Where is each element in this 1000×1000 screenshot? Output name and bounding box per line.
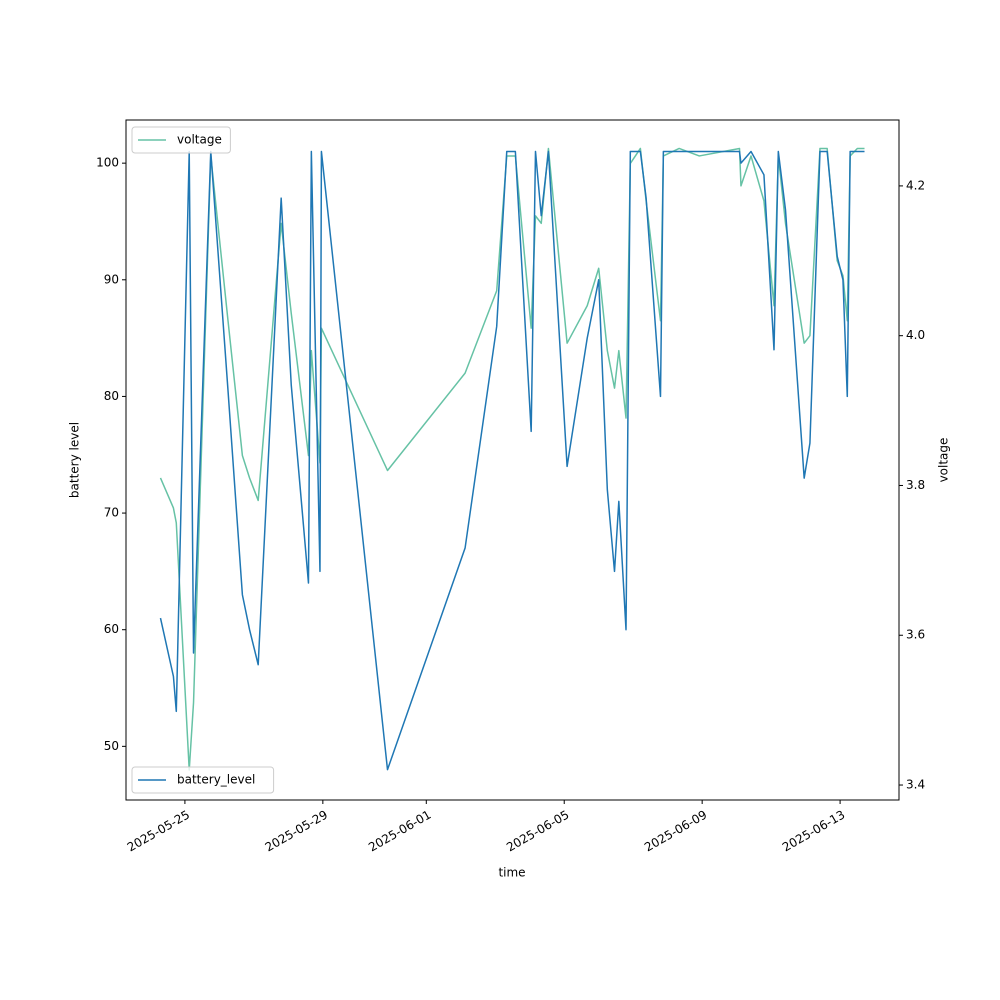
legend-box xyxy=(131,126,231,154)
legend-box xyxy=(131,766,275,794)
y-tick-label: 70 xyxy=(104,506,119,520)
y-axis-label: battery level xyxy=(68,422,82,498)
y2-tick-label: 3.4 xyxy=(906,778,925,792)
series-line xyxy=(159,147,865,771)
y-tick-label: 50 xyxy=(104,739,119,753)
y2-tick-label: 3.6 xyxy=(906,628,925,642)
plot-frame xyxy=(125,119,900,801)
y-tick-label: 90 xyxy=(104,272,119,286)
legend-label: battery_level xyxy=(177,773,255,787)
y2-tick-label: 4.2 xyxy=(906,178,925,192)
y2-axis-label: voltage xyxy=(937,438,951,483)
y2-tick-label: 3.8 xyxy=(906,478,925,492)
legend: voltage xyxy=(131,126,231,154)
legend: battery_level xyxy=(131,766,275,794)
legend-label: voltage xyxy=(177,133,222,147)
y-tick-label: 60 xyxy=(104,622,119,636)
series-line xyxy=(159,150,865,771)
y-tick-label: 100 xyxy=(96,156,119,170)
x-axis-label: time xyxy=(498,866,525,880)
y2-tick-label: 4.0 xyxy=(906,328,925,342)
y-tick-label: 80 xyxy=(104,389,119,403)
